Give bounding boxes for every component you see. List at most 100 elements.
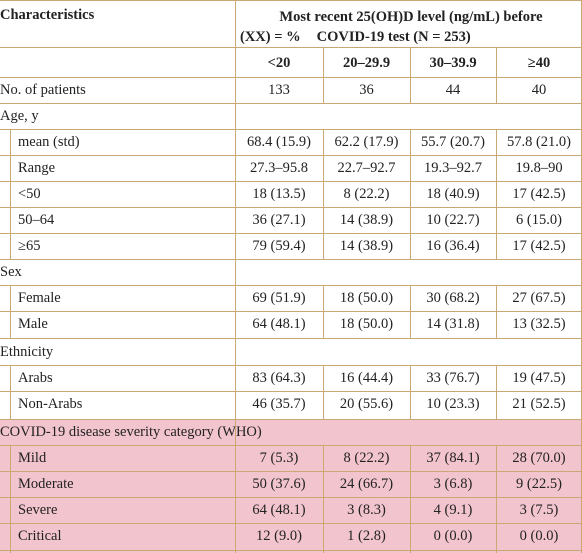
cell-ge40: 9 (22.5) <box>516 476 562 492</box>
header-title: Most recent 25(OH)D level (ng/mL) before… <box>240 7 582 47</box>
table-row-severe: Severe 64 (48.1) 3 (8.3) 4 (9.1) 3 (7.5) <box>0 498 582 524</box>
row-label: Severe <box>18 502 58 518</box>
cell-20-29: 3 (8.3) <box>347 502 386 518</box>
cell-lt20: 133 <box>268 82 290 98</box>
table-row-age-lt50: <50 18 (13.5) 8 (22.2) 18 (40.9) 17 (42.… <box>0 182 582 208</box>
cell-ge40: 19 (47.5) <box>512 370 566 386</box>
cell-ge40: 21 (52.5) <box>512 396 566 412</box>
cell-ge40: 6 (15.0) <box>516 212 562 228</box>
table-rule <box>410 285 411 339</box>
row-label: Critical <box>18 528 62 544</box>
cell-20-29: 1 (2.8) <box>347 528 386 544</box>
table-row-critical: Critical 12 (9.0) 1 (2.8) 0 (0.0) 0 (0.0… <box>0 524 582 553</box>
table-rule <box>0 471 582 472</box>
table-rule <box>410 47 411 103</box>
table-row-mean: mean (std) 68.4 (15.9) 62.2 (17.9) 55.7 … <box>0 130 582 156</box>
table-rule <box>323 47 324 103</box>
table-rule <box>0 0 582 1</box>
table-rule <box>323 285 324 339</box>
table-rule <box>0 550 582 551</box>
header-percent-note: (XX) = % <box>240 29 301 45</box>
section-row-sex: Sex <box>0 260 582 286</box>
cell-20-29: 8 (22.2) <box>343 186 390 202</box>
table-rule <box>0 497 582 498</box>
table-row-age-50-64: 50–64 36 (27.1) 14 (38.9) 10 (22.7) 6 (1… <box>0 208 582 234</box>
section-label: Sex <box>0 264 22 280</box>
column-header-lt20: <20 <box>267 55 291 71</box>
row-label: Range <box>18 160 56 176</box>
cell-20-29: 36 <box>359 82 374 98</box>
cell-30-39: 33 (76.7) <box>426 370 480 386</box>
table-rule <box>0 523 582 524</box>
cell-20-29: 18 (50.0) <box>339 290 394 306</box>
table-row-non-arabs: Non-Arabs 46 (35.7) 20 (55.6) 10 (23.3) … <box>0 392 582 418</box>
header-test-note: COVID-19 test (N = 253) <box>316 29 471 45</box>
table-row-moderate: Moderate 50 (37.6) 24 (66.7) 3 (6.8) 9 (… <box>0 472 582 498</box>
cell-30-39: 4 (9.1) <box>433 502 473 518</box>
table-rule <box>410 129 411 260</box>
table-header: Characteristics Most recent 25(OH)D leve… <box>0 0 582 76</box>
cell-30-39: 19.3–92.7 <box>424 160 482 176</box>
row-label: Non-Arabs <box>18 396 83 412</box>
cell-lt20: 18 (13.5) <box>252 186 306 202</box>
cell-ge40: 0 (0.0) <box>519 528 559 544</box>
row-label: 50–64 <box>18 212 55 228</box>
table-rule <box>323 129 324 260</box>
table-rule <box>410 365 411 420</box>
cell-20-29: 14 (38.9) <box>339 212 394 228</box>
table-rule <box>10 285 11 339</box>
table-row-range: Range 27.3–95.8 22.7–92.7 19.3–92.7 19.8… <box>0 156 582 182</box>
cell-lt20: 46 (35.7) <box>252 396 306 412</box>
row-label: No. of patients <box>0 82 86 98</box>
table-rule <box>410 445 411 553</box>
cell-30-39: 30 (68.2) <box>426 290 480 306</box>
table-rule <box>0 285 582 286</box>
cell-lt20: 83 (64.3) <box>252 370 306 386</box>
table-rule <box>0 365 582 366</box>
table-rule <box>496 365 497 420</box>
cell-ge40: 17 (42.5) <box>512 238 566 254</box>
cell-lt20: 79 (59.4) <box>252 238 306 254</box>
section-row-ethnicity: Ethnicity <box>0 340 582 366</box>
row-label: <50 <box>18 186 41 202</box>
cell-30-39: 14 (31.8) <box>426 316 480 332</box>
cell-ge40: 13 (32.5) <box>512 316 566 332</box>
section-row-covid-severity: COVID-19 disease severity category (WHO) <box>0 420 582 446</box>
table-rule <box>0 155 582 156</box>
cell-ge40: 40 <box>531 82 547 98</box>
cell-30-39: 10 (22.7) <box>426 212 480 228</box>
cell-20-29: 24 (66.7) <box>339 476 394 492</box>
cell-lt20: 64 (48.1) <box>252 316 306 332</box>
table-rule <box>496 129 497 260</box>
table-rule <box>0 338 582 339</box>
row-label: ≥65 <box>18 238 41 254</box>
cell-lt20: 64 (48.1) <box>252 502 306 518</box>
cell-20-29: 14 (38.9) <box>339 238 394 254</box>
cell-lt20: 7 (5.3) <box>259 450 299 466</box>
section-label: Ethnicity <box>0 344 54 360</box>
table-rule <box>10 129 11 260</box>
cell-ge40: 19.8–90 <box>515 160 563 176</box>
cell-30-39: 16 (36.4) <box>426 238 480 254</box>
table-rule <box>0 207 582 208</box>
cell-20-29: 8 (22.2) <box>343 450 390 466</box>
cell-ge40: 28 (70.0) <box>512 450 566 466</box>
cell-lt20: 50 (37.6) <box>252 476 306 492</box>
column-header-ge40: ≥40 <box>527 55 551 71</box>
table-rule <box>0 77 582 78</box>
table-rule <box>496 285 497 339</box>
header-characteristics: Characteristics <box>0 7 95 23</box>
table-rule <box>0 391 582 392</box>
table-row-mild: Mild 7 (5.3) 8 (22.2) 37 (84.1) 28 (70.0… <box>0 446 582 472</box>
row-label: Female <box>18 290 61 306</box>
table-rule <box>0 259 582 260</box>
cell-lt20: 36 (27.1) <box>252 212 306 228</box>
section-row-age: Age, y <box>0 104 582 130</box>
cell-20-29: 62.2 (17.9) <box>334 134 399 150</box>
cell-ge40: 57.8 (21.0) <box>506 134 572 150</box>
cell-30-39: 18 (40.9) <box>426 186 480 202</box>
table-rule <box>323 445 324 553</box>
row-label: Mild <box>18 450 47 466</box>
cell-30-39: 44 <box>445 82 461 98</box>
